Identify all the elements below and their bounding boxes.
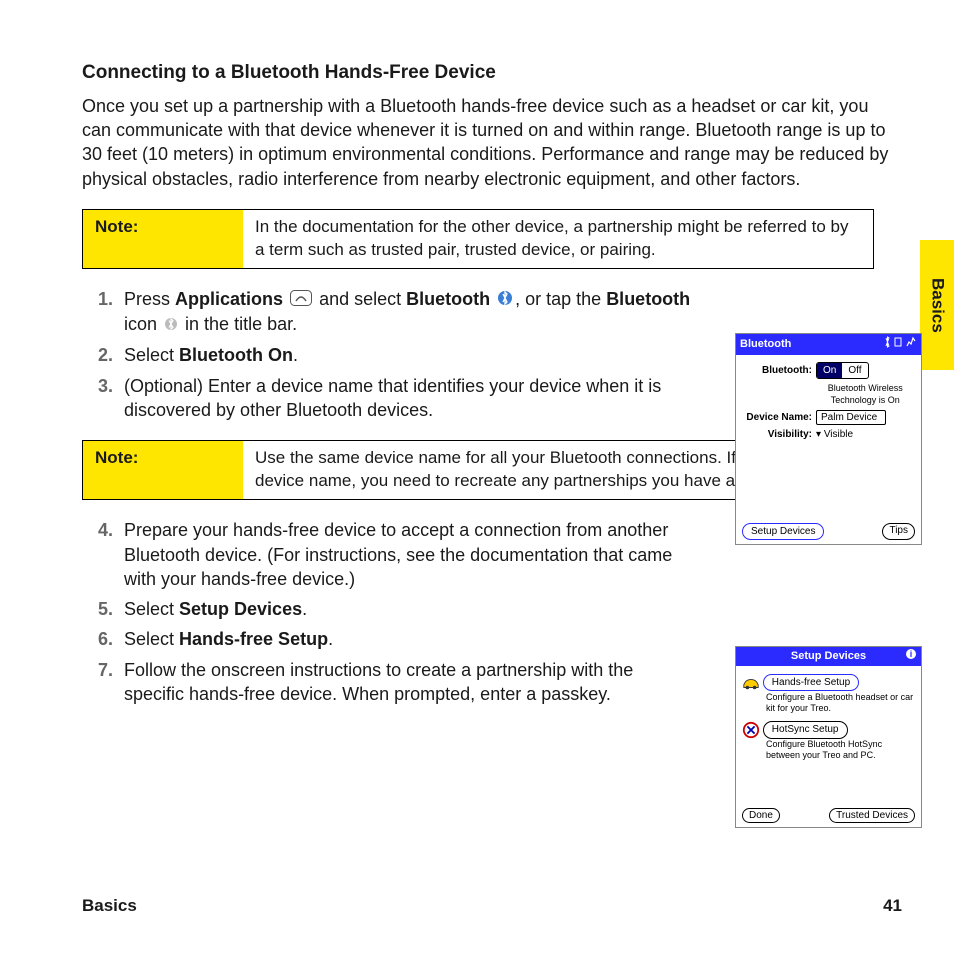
info-icon: i: [905, 648, 917, 665]
bluetooth-color-icon: [497, 288, 513, 312]
intro-paragraph: Once you set up a partnership with a Blu…: [82, 94, 902, 191]
device-name-field[interactable]: Palm Device: [816, 410, 886, 426]
svg-text:i: i: [910, 649, 913, 659]
section-heading: Connecting to a Bluetooth Hands-Free Dev…: [82, 60, 902, 86]
step-2: Select Bluetooth On.: [118, 343, 698, 367]
footer-section: Basics: [82, 895, 137, 918]
hands-free-setup-button[interactable]: Hands-free Setup: [763, 674, 859, 692]
steps-list-a: Press Applications and select Bluetooth …: [82, 287, 698, 423]
step-5: Select Setup Devices.: [118, 597, 698, 621]
bluetooth-toggle[interactable]: On Off: [816, 362, 869, 380]
step-7: Follow the onscreen instructions to crea…: [118, 658, 698, 707]
setup-devices-button[interactable]: Setup Devices: [742, 523, 824, 541]
step-4: Prepare your hands-free device to accept…: [118, 518, 698, 591]
visibility-dropdown[interactable]: ▾ Visible: [816, 428, 853, 442]
page-footer: Basics 41: [82, 895, 902, 918]
step-3: (Optional) Enter a device name that iden…: [118, 374, 698, 423]
step-1: Press Applications and select Bluetooth …: [118, 287, 698, 338]
trusted-devices-button[interactable]: Trusted Devices: [829, 808, 915, 824]
screenshot-titlebar: Bluetooth: [736, 334, 921, 355]
side-tab: Basics: [920, 240, 954, 370]
note-label: Note:: [83, 210, 243, 268]
tips-button[interactable]: Tips: [882, 523, 915, 541]
note-label: Note:: [83, 441, 243, 499]
bluetooth-grey-icon: [164, 313, 178, 337]
setup-devices-screenshot: Setup Devices i Hands-free Setup Configu…: [735, 646, 922, 828]
screenshot-titlebar: Setup Devices i: [736, 647, 921, 666]
hotsync-icon: [742, 721, 760, 739]
footer-page-number: 41: [883, 895, 902, 918]
bluetooth-settings-screenshot: Bluetooth Bluetooth: On Off Bluetooth Wi…: [735, 333, 922, 545]
steps-list-b: Prepare your hands-free device to accept…: [82, 518, 698, 706]
applications-icon: [290, 288, 312, 312]
note-box-1: Note: In the documentation for the other…: [82, 209, 874, 269]
done-button[interactable]: Done: [742, 808, 780, 824]
car-icon: [742, 674, 760, 692]
note-body: In the documentation for the other devic…: [243, 210, 873, 268]
titlebar-icons: [883, 336, 917, 353]
hotsync-setup-button[interactable]: HotSync Setup: [763, 721, 848, 739]
side-tab-label: Basics: [926, 278, 949, 333]
step-6: Select Hands-free Setup.: [118, 627, 698, 651]
